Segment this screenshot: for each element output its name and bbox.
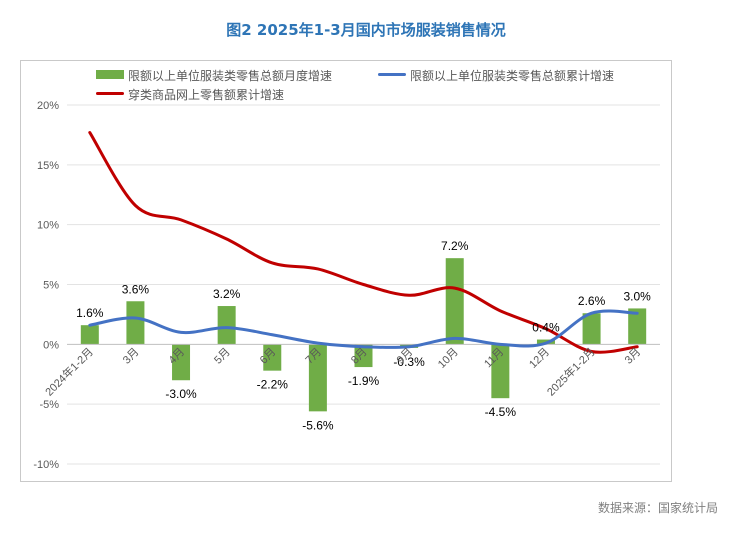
x-tick-label: 2024年1-2月 (42, 345, 96, 399)
x-tick-label: 12月 (527, 346, 552, 371)
bar (263, 344, 282, 371)
data-source-note: 数据来源：国家统计局 (597, 501, 718, 515)
data-label: -5.6% (302, 418, 334, 432)
data-label: 0.4% (532, 321, 560, 335)
online-growth-line (88, 131, 639, 354)
y-tick-label: 10% (37, 220, 59, 232)
y-tick-label: 0% (43, 339, 59, 351)
data-label: 7.2% (441, 239, 469, 253)
chart-title: 图2 2025年1-3月国内市场服装销售情况 (226, 21, 506, 39)
bar (628, 308, 647, 345)
legend-swatch-monthly-bar (96, 70, 124, 79)
x-tick-label: 3月 (121, 346, 142, 367)
data-label: 3.0% (624, 289, 652, 303)
bar (308, 344, 327, 412)
chart-frame (20, 60, 672, 482)
legend-label-cumulative-line: 限额以上单位服装类零售总额累计增速 (410, 69, 615, 83)
bar (80, 325, 99, 345)
y-tick-label: -10% (33, 459, 59, 471)
bar (445, 258, 464, 345)
data-label: 2.6% (578, 294, 606, 308)
bar (354, 344, 373, 368)
x-tick-label: 5月 (212, 346, 233, 367)
y-tick-label: 15% (37, 160, 59, 172)
legend-swatch-cumulative-line (378, 73, 406, 76)
data-label: -3.0% (165, 387, 197, 401)
x-tick-label: 2025年1-2月 (544, 345, 598, 399)
bar (172, 344, 191, 381)
cumulative-growth-line (88, 309, 639, 349)
legend-label-online-line: 穿类商品网上零售额累计增速 (128, 88, 285, 102)
y-tick-label: 20% (37, 100, 59, 112)
data-label: 3.6% (122, 282, 150, 296)
bar (582, 313, 601, 345)
data-label: -1.9% (348, 374, 380, 388)
data-label: 1.6% (76, 306, 104, 320)
bar (217, 306, 236, 345)
y-tick-label: 5% (43, 280, 59, 292)
legend-label-monthly-bar: 限额以上单位服装类零售总额月度增速 (128, 69, 333, 83)
data-label: 3.2% (213, 287, 241, 301)
x-tick-label: 10月 (436, 346, 461, 371)
legend-swatch-online-line (96, 92, 124, 95)
y-tick-label: -5% (39, 399, 59, 411)
bar (491, 344, 510, 399)
data-label: -4.5% (485, 405, 517, 419)
bar (126, 301, 145, 345)
data-label: -0.3% (393, 355, 425, 369)
data-label: -2.2% (257, 378, 289, 392)
